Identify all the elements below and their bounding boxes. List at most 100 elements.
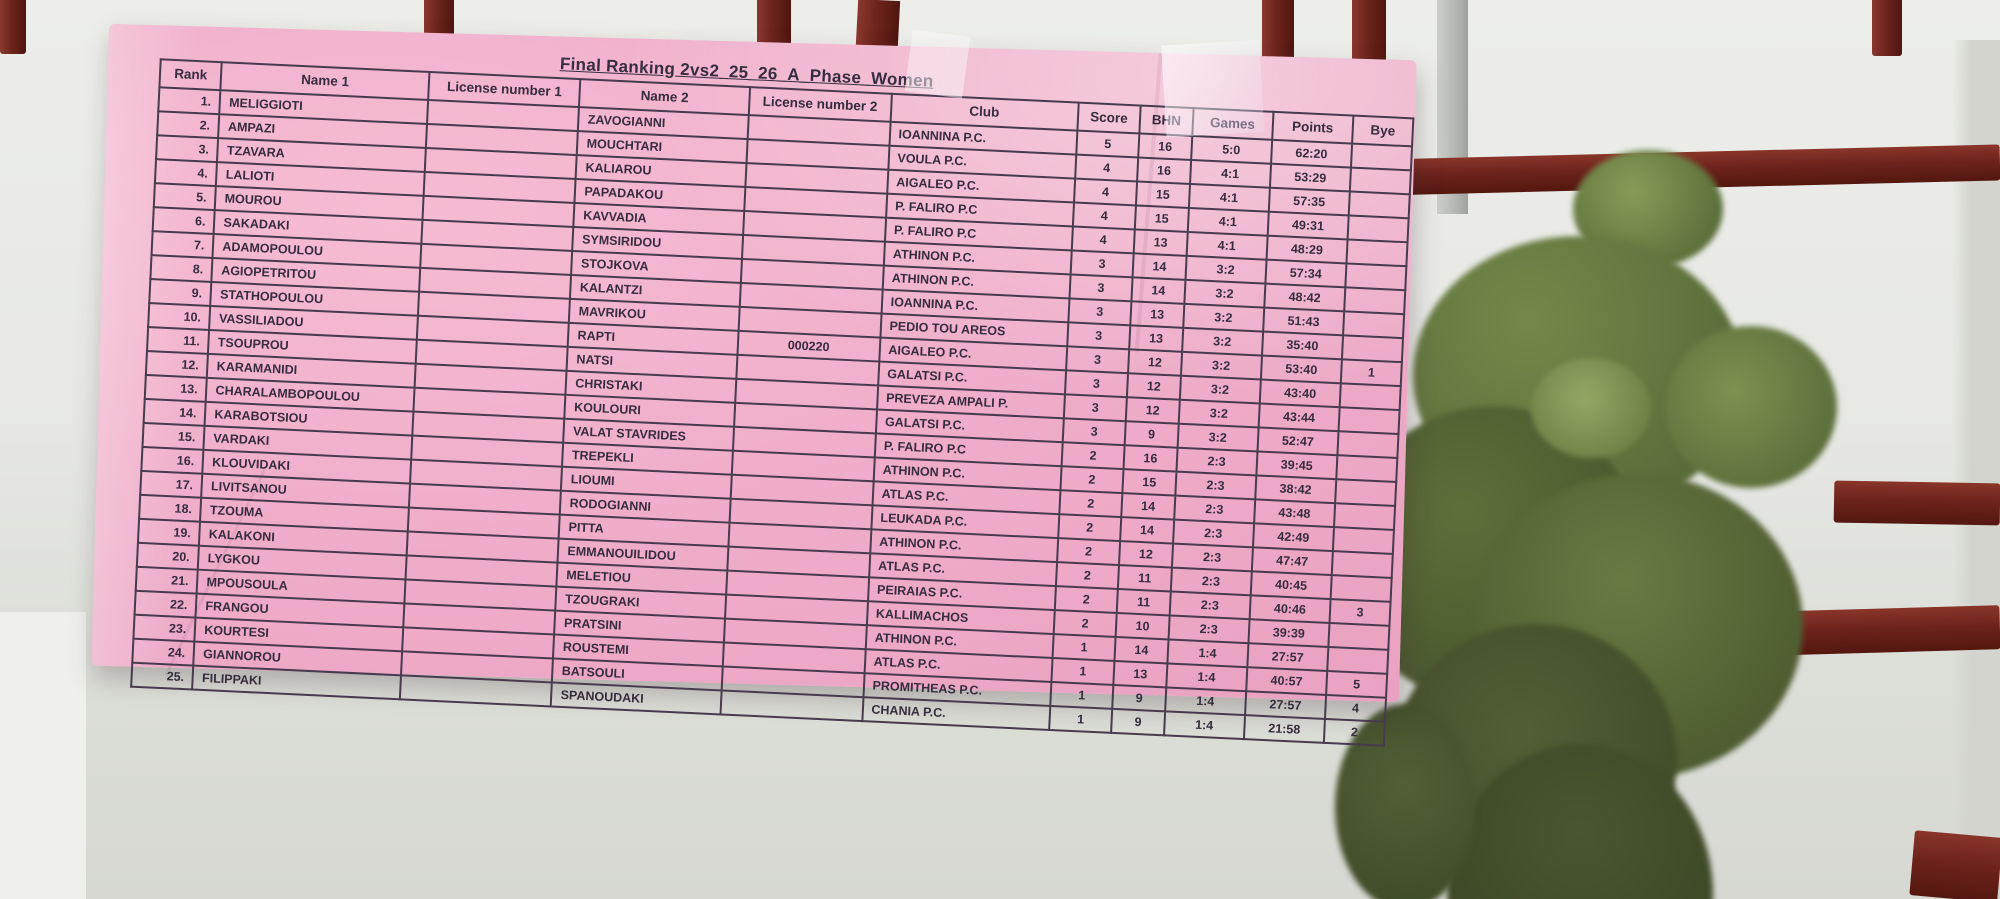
cell-points: 21:58 — [1243, 715, 1326, 743]
cell-bhn: 9 — [1112, 684, 1166, 712]
cell-bye — [1343, 311, 1405, 339]
ranking-table: Rank Name 1 License number 1 Name 2 License … — [130, 58, 1414, 746]
cell-bye: 5 — [1326, 670, 1388, 698]
cell-score: 2 — [1057, 514, 1122, 542]
cell-bye: 4 — [1325, 694, 1387, 722]
cell-bhn: 10 — [1115, 612, 1170, 640]
cell-score: 1 — [1050, 681, 1114, 709]
cell-bhn: 15 — [1134, 205, 1189, 232]
cell-rank: 2. — [157, 111, 220, 139]
cell-score: 3 — [1070, 250, 1134, 278]
cell-bhn: 11 — [1117, 565, 1172, 592]
cell-rank: 18. — [139, 494, 202, 522]
tape-piece — [904, 29, 971, 99]
cell-score: 2 — [1056, 538, 1121, 566]
cell-bye — [1348, 191, 1410, 219]
cell-score: 2 — [1055, 562, 1120, 590]
wall-left — [0, 612, 86, 899]
cell-bhn: 16 — [1123, 445, 1178, 472]
bush-foliage — [1531, 358, 1651, 458]
cell-bhn: 12 — [1125, 397, 1180, 424]
cell-bye — [1337, 431, 1399, 459]
fence-corner — [1909, 830, 2000, 899]
cell-rank: 5. — [153, 183, 217, 211]
cell-bhn: 12 — [1119, 541, 1173, 568]
cell-bhn: 14 — [1131, 277, 1186, 304]
cell-score: 2 — [1054, 586, 1118, 613]
cell-score: 4 — [1073, 178, 1138, 206]
cell-rank: 13. — [144, 374, 208, 402]
cell-rank: 4. — [154, 159, 218, 187]
cell-bhn: 14 — [1114, 636, 1169, 664]
cell-bye — [1338, 407, 1400, 435]
cell-score: 2 — [1061, 442, 1125, 470]
cell-rank: 16. — [141, 446, 204, 474]
cell-bye: 1 — [1340, 359, 1402, 387]
cell-rank: 14. — [143, 398, 207, 426]
cell-score: 2 — [1053, 610, 1117, 637]
cell-rank: 11. — [146, 327, 210, 354]
cell-score: 3 — [1067, 322, 1131, 350]
cell-score: 4 — [1072, 202, 1137, 230]
cell-bye — [1346, 239, 1408, 267]
cell-bye — [1330, 575, 1392, 602]
cell-score: 3 — [1062, 418, 1126, 446]
bush-foliage — [1335, 704, 1475, 899]
cell-rank: 9. — [149, 279, 212, 306]
cell-bye — [1349, 167, 1411, 195]
cell-score: 3 — [1069, 274, 1133, 302]
cell-score: 3 — [1064, 370, 1129, 398]
cell-bye — [1336, 455, 1398, 482]
cell-rank: 20. — [136, 542, 200, 570]
cell-bhn: 12 — [1128, 349, 1182, 376]
cell-bhn: 13 — [1129, 325, 1183, 352]
cell-rank: 3. — [156, 135, 219, 163]
cell-rank: 23. — [133, 614, 196, 642]
cell-score: 3 — [1063, 394, 1127, 422]
cell-bye — [1333, 527, 1394, 554]
cell-score: 1 — [1051, 657, 1115, 685]
cell-bye: 3 — [1329, 599, 1391, 626]
cell-score: 1 — [1052, 634, 1116, 661]
fence-bar — [0, 0, 26, 54]
cell-bye — [1342, 335, 1403, 363]
cell-bye — [1344, 287, 1406, 315]
cell-bye — [1328, 623, 1390, 650]
cell-bye — [1347, 215, 1409, 243]
cell-rank: 24. — [132, 638, 195, 666]
cell-bhn: 9 — [1124, 421, 1179, 448]
cell-bhn: 13 — [1133, 229, 1188, 256]
cell-bye — [1327, 646, 1389, 674]
cell-bye — [1339, 383, 1401, 411]
table-body: 1. MELIGGIOTI ZAVOGIANNI IOANNINA P.C. 5 16 5:… — [131, 87, 1413, 746]
cell-score: 5 — [1076, 130, 1140, 158]
printed-content: Final Ranking 2vs2_25_26_A_Phase_Women R… — [130, 33, 1415, 746]
cell-rank: 6. — [152, 207, 216, 235]
cell-bhn: 15 — [1122, 469, 1177, 496]
cell-score: 4 — [1071, 226, 1135, 254]
cell-bhn: 12 — [1126, 373, 1181, 400]
cell-bhn: 13 — [1113, 660, 1168, 688]
cell-rank: 15. — [142, 422, 205, 450]
cell-bye — [1345, 263, 1407, 291]
pink-paper: Final Ranking 2vs2_25_26_A_Phase_Women R… — [91, 23, 1417, 746]
cell-score: 3 — [1068, 298, 1132, 326]
cell-bye — [1331, 551, 1393, 578]
cell-bhn: 16 — [1137, 157, 1191, 184]
cell-games: 1:4 — [1163, 711, 1245, 740]
cell-rank: 12. — [145, 351, 209, 378]
column-header-points: Points — [1271, 111, 1354, 144]
cell-score: 4 — [1074, 154, 1139, 182]
column-header-score: Score — [1077, 102, 1141, 134]
cell-score: 2 — [1060, 466, 1124, 494]
cell-bye: 2 — [1323, 718, 1385, 746]
cell-bhn: 14 — [1121, 493, 1176, 520]
fence-bar — [1872, 0, 1902, 56]
cell-score: 3 — [1065, 346, 1130, 374]
cell-rank: 7. — [151, 231, 214, 259]
cell-bhn: 14 — [1132, 253, 1187, 280]
column-header-bye: Bye — [1352, 115, 1414, 147]
cell-bhn: 11 — [1116, 589, 1171, 616]
cell-rank: 22. — [134, 590, 198, 618]
